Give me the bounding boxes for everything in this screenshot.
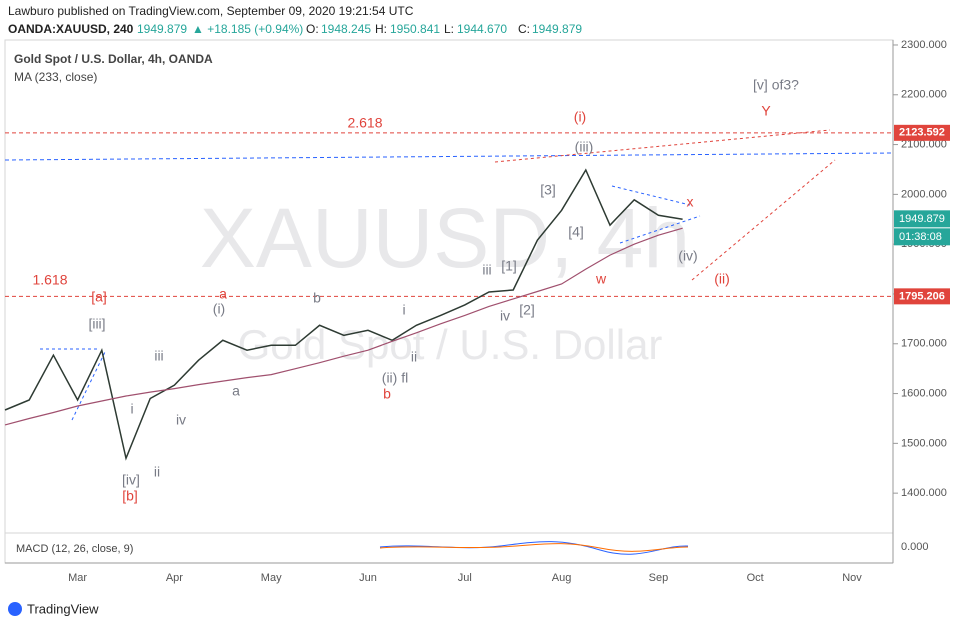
- l-value: 1944.670: [457, 22, 507, 36]
- wave-label: Y: [761, 103, 771, 119]
- level-tag-label: 2123.592: [899, 127, 945, 139]
- level-name: 1.618: [32, 272, 67, 288]
- x-tick-label: Aug: [552, 572, 572, 584]
- wave-label: w: [595, 271, 607, 287]
- x-tick-label: Jul: [458, 572, 472, 584]
- watermark-symbol: XAUUSD, 4h: [200, 191, 690, 285]
- wave-label: [a]: [91, 289, 107, 305]
- wave-label: [b]: [122, 488, 138, 504]
- wave-label: x: [687, 194, 694, 210]
- timer-tag: [894, 228, 950, 246]
- y-tick-label: 1500.000: [901, 437, 947, 449]
- trend-line: [71, 351, 106, 421]
- last-price-tag: [894, 210, 950, 228]
- ohlc-line: OANDA:XAUUSD, 240 1949.879 ▲ +18.185 (+0…: [8, 22, 582, 36]
- o-label: O:: [306, 22, 319, 36]
- wave-label: (ii): [714, 271, 730, 287]
- published-line: Lawburo published on TradingView.com, Se…: [8, 4, 414, 18]
- macd-label: MACD (12, 26, close, 9): [16, 543, 133, 555]
- trend-line: [691, 159, 836, 281]
- macd-signal: [379, 543, 689, 552]
- wave-label: (i): [213, 301, 225, 317]
- wave-label: (iii): [575, 139, 594, 155]
- macd-zero-label: 0.000: [901, 541, 929, 553]
- y-tick-label: 2100.000: [901, 138, 947, 150]
- last-price-label: 1949.879: [899, 213, 945, 225]
- wave-label: ii: [154, 464, 160, 480]
- x-tick-label: Oct: [747, 572, 764, 584]
- price: 1949.879: [137, 22, 187, 36]
- wave-label: i: [402, 302, 405, 318]
- trend-line: [4, 152, 894, 161]
- y-tick-label: 1600.000: [901, 387, 947, 399]
- x-tick-label: Sep: [649, 572, 669, 584]
- wave-label: b: [383, 386, 391, 402]
- wave-label: [1]: [501, 258, 517, 274]
- y-tick-label: 2300.000: [901, 39, 947, 51]
- brand: TradingView: [8, 601, 99, 616]
- level-name: 2.618: [347, 115, 382, 131]
- wave-label: a: [232, 383, 240, 399]
- price-line: [4, 168, 683, 461]
- c-label: C:: [518, 22, 530, 36]
- wave-label: (i): [574, 109, 586, 125]
- x-tick-label: Mar: [68, 572, 87, 584]
- y-tick-label: 2200.000: [901, 89, 947, 101]
- chart-title: Gold Spot / U.S. Dollar, 4h, OANDA: [14, 52, 213, 66]
- timer-label: 01:38:08: [899, 231, 942, 243]
- symbol: OANDA:XAUUSD, 240: [8, 22, 134, 36]
- wave-label: iv: [500, 308, 510, 324]
- wave-label: (iv): [678, 248, 697, 264]
- level-tag-label: 1795.206: [899, 290, 945, 302]
- wave-label: iii: [154, 348, 163, 364]
- x-tick-label: Jun: [359, 572, 377, 584]
- y-tick-label: 1400.000: [901, 487, 947, 499]
- wave-label: i: [130, 401, 133, 417]
- brand-name: TradingView: [27, 601, 99, 616]
- legend-ma: MA (233, close): [14, 70, 97, 84]
- brand-logo: [8, 602, 22, 616]
- trend-line: [611, 185, 691, 206]
- wave-label: (ii) fl: [382, 370, 408, 386]
- change: ▲ +18.185 (+0.94%): [192, 22, 303, 36]
- wave-label: [4]: [568, 224, 584, 240]
- watermark: XAUUSD, 4h Gold Spot / U.S. Dollar: [200, 191, 690, 368]
- level-tag: [894, 124, 950, 141]
- trend-line: [619, 215, 701, 244]
- x-tick-label: Nov: [842, 572, 862, 584]
- x-tick-label: May: [261, 572, 282, 584]
- wave-label: iv: [176, 412, 186, 428]
- h-label: H:: [375, 22, 387, 36]
- ma-line: [4, 227, 683, 426]
- wave-label: [iii]: [88, 316, 105, 332]
- o-value: 1948.245: [321, 22, 371, 36]
- l-label: L:: [444, 22, 454, 36]
- h-value: 1950.841: [390, 22, 440, 36]
- wave-label: [3]: [540, 182, 556, 198]
- watermark-name: Gold Spot / U.S. Dollar: [238, 321, 663, 368]
- level-tag: [894, 288, 950, 305]
- wave-label: ii: [411, 349, 417, 365]
- x-tick-label: Apr: [166, 572, 183, 584]
- y-tick-label: 1700.000: [901, 338, 947, 350]
- wave-label: b: [313, 290, 321, 306]
- wave-label: iii: [482, 262, 491, 278]
- wave-label: [v] of3?: [753, 77, 799, 93]
- wave-label: [iv]: [122, 472, 140, 488]
- trend-line: [494, 129, 831, 163]
- c-value: 1949.879: [532, 22, 582, 36]
- wave-label: [2]: [519, 302, 535, 318]
- wave-label: a: [219, 286, 227, 302]
- y-tick-label: 2000.000: [901, 188, 947, 200]
